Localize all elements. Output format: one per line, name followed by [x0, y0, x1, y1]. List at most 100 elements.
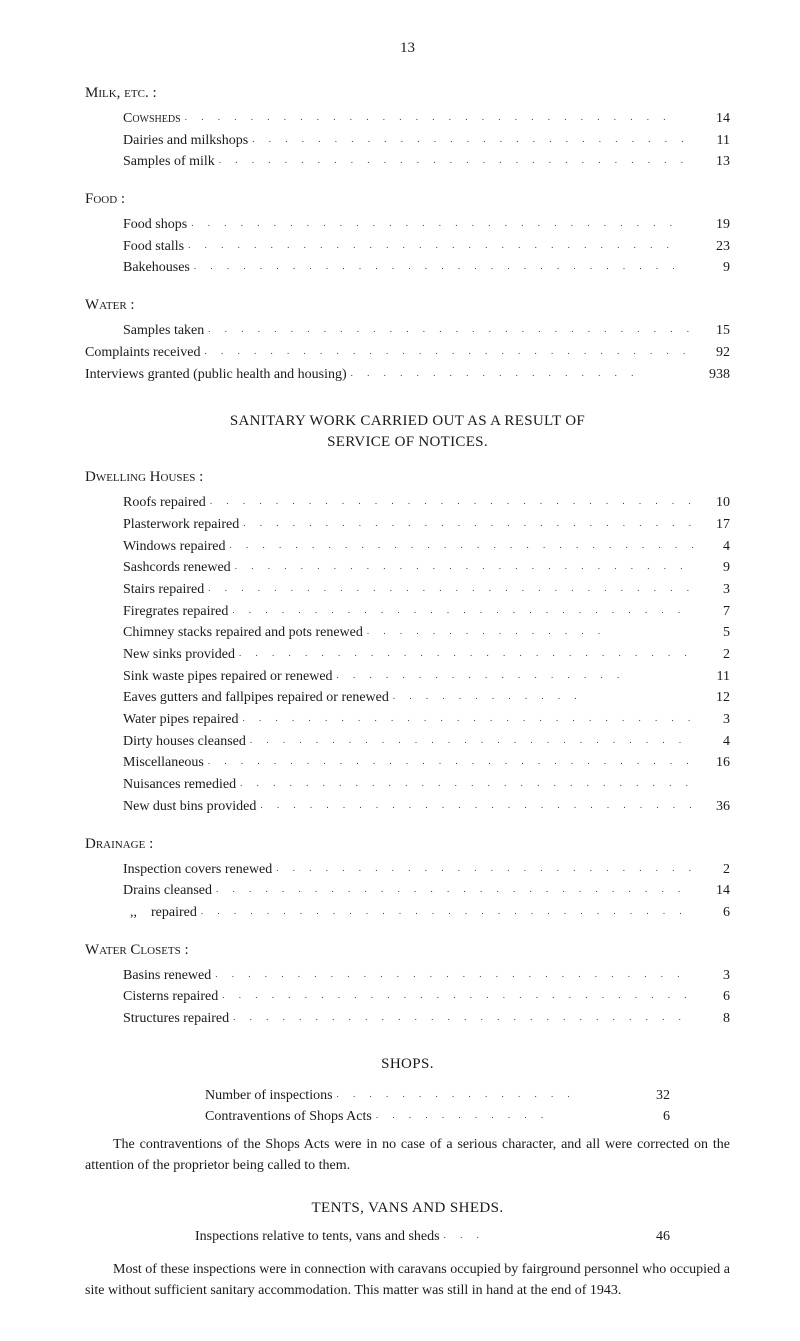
row-label: Food stalls [123, 236, 184, 258]
row-value: 2 [694, 644, 730, 666]
table-row: Cowsheds . . . . . . . . . . . . . . . .… [85, 108, 730, 130]
row-label: Contraventions of Shops Acts [205, 1106, 372, 1128]
water-rows: Samples taken . . . . . . . . . . . . . … [85, 320, 730, 385]
leader-dots: . . . . . . . . . . . . . . . . . . . . … [272, 862, 694, 876]
row-value: 6 [694, 986, 730, 1008]
leader-dots: . . . . . . . . . . . . . . . [363, 625, 694, 639]
table-row: Interviews granted (public health and ho… [85, 364, 730, 386]
row-label: Eaves gutters and fallpipes repaired or … [123, 687, 389, 709]
leader-dots: . . . . . . . . . . . . . . . . . . . . … [228, 604, 694, 618]
table-row: Inspections relative to tents, vans and … [85, 1229, 730, 1245]
row-label: Basins renewed [123, 965, 211, 987]
row-label: Structures repaired [123, 1008, 229, 1030]
table-row: Windows repaired. . . . . . . . . . . . … [85, 536, 730, 558]
leader-dots: . . . . . . . . . . . . . . . . . . . . … [181, 111, 694, 125]
row-label: Inspection covers renewed [123, 859, 272, 881]
table-row: Samples of milk . . . . . . . . . . . . … [85, 151, 730, 173]
row-value: 36 [694, 796, 730, 818]
row-value: 23 [694, 236, 730, 258]
page-container: 13 Milk, etc. : Cowsheds . . . . . . . .… [0, 0, 800, 1341]
row-label: Sink waste pipes repaired or renewed [123, 666, 333, 688]
row-label: ,, repaired [123, 902, 197, 924]
row-label: Interviews granted (public health and ho… [85, 364, 347, 386]
row-value: 4 [694, 536, 730, 558]
table-row: Firegrates repaired. . . . . . . . . . .… [85, 601, 730, 623]
table-row: Plasterwork repaired. . . . . . . . . . … [85, 514, 730, 536]
row-value: 17 [694, 514, 730, 536]
leader-dots: . . . . . . . . . . . . . . . . . . . . … [204, 582, 694, 596]
table-row: Samples taken . . . . . . . . . . . . . … [85, 320, 730, 342]
row-label: Windows repaired [123, 536, 225, 558]
leader-dots: . . . . . . . . . . . . . . . . . . . . … [225, 539, 694, 553]
leader-dots: . . . . . . . . . . . . . . . [333, 1088, 570, 1102]
table-row: Roofs repaired. . . . . . . . . . . . . … [85, 492, 730, 514]
leader-dots: . . . . . . . . . . . . . . . . . . . . … [239, 517, 694, 531]
row-value: 13 [694, 151, 730, 173]
table-row: Stairs repaired. . . . . . . . . . . . .… [85, 579, 730, 601]
page-number: 13 [85, 40, 730, 57]
row-value: 4 [694, 731, 730, 753]
table-row: Number of inspections . . . . . . . . . … [85, 1085, 730, 1107]
row-value: 5 [694, 622, 730, 644]
drainage-rows: Inspection covers renewed. . . . . . . .… [85, 859, 730, 924]
leader-dots: . . . . . . . . . . . . . . . . . . . . … [215, 154, 694, 168]
water-closets-heading: Water Closets : [85, 942, 730, 959]
leader-dots: . . . . . . . . . . . . . . . . . . . . … [246, 734, 694, 748]
table-row: Food shops . . . . . . . . . . . . . . .… [85, 214, 730, 236]
row-label: Bakehouses [123, 257, 190, 279]
table-row: New dust bins provided. . . . . . . . . … [85, 796, 730, 818]
table-row: Sashcords renewed. . . . . . . . . . . .… [85, 557, 730, 579]
row-value: 3 [694, 709, 730, 731]
milk-heading: Milk, etc. : [85, 85, 730, 102]
row-label: Nuisances remedied [123, 774, 236, 796]
row-value: 3 [694, 965, 730, 987]
table-row: Food stalls . . . . . . . . . . . . . . … [85, 236, 730, 258]
row-label: Dairies and milkshops [123, 130, 248, 152]
leader-dots: . . . . . . . . . . . . . . . . . . . . … [190, 260, 694, 274]
row-label: Cowsheds [123, 108, 181, 130]
leader-dots: . . . . . . . . . . . . . . . . . . . . … [204, 755, 694, 769]
leader-dots: . . . . . . . . . . . . . . . . . . . . … [236, 777, 694, 791]
table-row: Basins renewed. . . . . . . . . . . . . … [85, 965, 730, 987]
table-row: Contraventions of Shops Acts . . . . . .… [85, 1106, 730, 1128]
row-value: 16 [694, 752, 730, 774]
food-rows: Food shops . . . . . . . . . . . . . . .… [85, 214, 730, 279]
table-row: Cisterns repaired. . . . . . . . . . . .… [85, 986, 730, 1008]
table-row: Eaves gutters and fallpipes repaired or … [85, 687, 730, 709]
row-value: 15 [694, 320, 730, 342]
table-row: ,, repaired. . . . . . . . . . . . . . .… [85, 902, 730, 924]
leader-dots: . . . . . . . . . . . . . . . . . . . . … [197, 905, 694, 919]
leader-dots: . . . . . . . . . . . . . . . . . . . . … [187, 217, 694, 231]
row-value: 11 [694, 666, 730, 688]
leader-dots: . . . . . . . . . . . . . . . . . . . . … [235, 647, 694, 661]
table-row: Nuisances remedied. . . . . . . . . . . … [85, 774, 730, 796]
row-label: Firegrates repaired [123, 601, 228, 623]
row-value: 7 [694, 601, 730, 623]
table-row: Drains cleansed. . . . . . . . . . . . .… [85, 880, 730, 902]
table-row: Dirty houses cleansed. . . . . . . . . .… [85, 731, 730, 753]
food-heading: Food : [85, 191, 730, 208]
row-value: 10 [694, 492, 730, 514]
row-label: Miscellaneous [123, 752, 204, 774]
leader-dots: . . . . . . . . . . . . . . . . . . . . … [238, 712, 694, 726]
leader-dots: . . . . . . . . . . . . . . . . . . . . … [248, 133, 694, 147]
water-heading: Water : [85, 297, 730, 314]
leader-dots: . . . . . . . . . . . . . . . . . . . . … [200, 345, 694, 359]
leader-dots: . . . . . . . . . . . . . . . . . . . . … [204, 323, 694, 337]
row-value: 938 [694, 364, 730, 386]
row-label: Complaints received [85, 342, 200, 364]
row-label: Inspections relative to tents, vans and … [195, 1229, 440, 1245]
row-value: 6 [570, 1106, 730, 1128]
row-label: Water pipes repaired [123, 709, 238, 731]
row-label: Drains cleansed [123, 880, 212, 902]
leader-dots: . . . . . . . . . . . . . . . . . . . . … [184, 239, 694, 253]
tents-heading: TENTS, VANS AND SHEDS. [85, 1200, 730, 1217]
row-label: Roofs repaired [123, 492, 206, 514]
row-value: 19 [694, 214, 730, 236]
leader-dots: . . . . . . . . . . . [372, 1109, 570, 1123]
row-label: Sashcords renewed [123, 557, 231, 579]
row-value: 92 [694, 342, 730, 364]
row-label: Plasterwork repaired [123, 514, 239, 536]
sanitary-heading-1: SANITARY WORK CARRIED OUT AS A RESULT OF [85, 413, 730, 430]
row-value: 6 [694, 902, 730, 924]
